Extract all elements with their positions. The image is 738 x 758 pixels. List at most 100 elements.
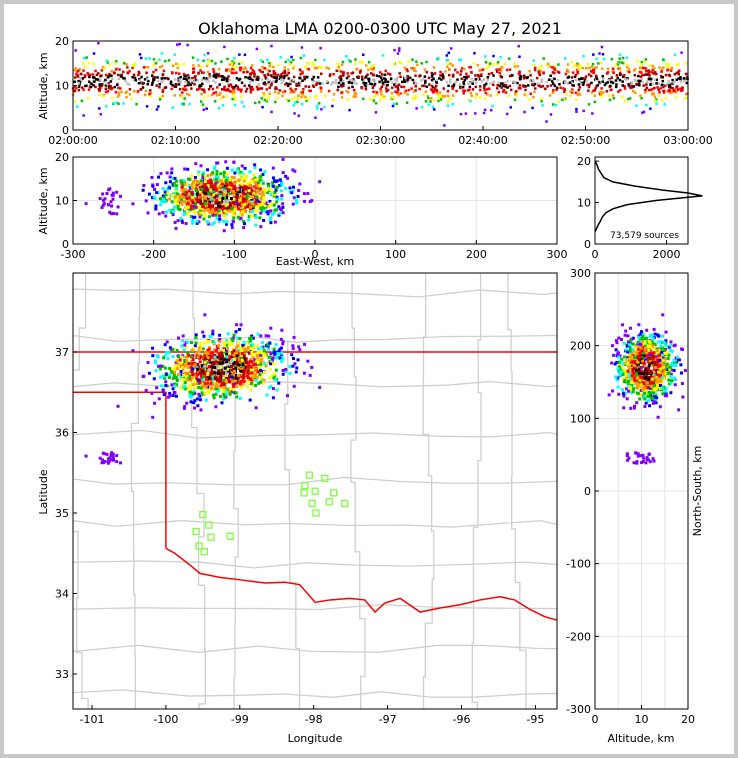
source-pixel [111, 191, 115, 195]
source-pixel [239, 379, 243, 383]
source-pixel [414, 95, 418, 98]
source-pixel [272, 362, 276, 366]
source-pixel [677, 70, 680, 74]
source-pixel [291, 189, 295, 193]
source-pixel [360, 86, 364, 90]
source-pixel [255, 205, 259, 209]
source-pixel [194, 336, 198, 340]
source-pixel [240, 203, 244, 207]
source-pixel [182, 364, 186, 368]
source-pixel [201, 371, 205, 375]
source-pixel [585, 79, 588, 83]
source-pixel [311, 78, 314, 81]
source-pixel [569, 94, 572, 98]
hist-y-tick-label: 0 [584, 238, 591, 251]
source-pixel [184, 88, 188, 91]
source-pixel [399, 75, 402, 79]
source-pixel [200, 88, 204, 91]
source-pixel [632, 387, 636, 391]
source-pixel [278, 347, 282, 351]
source-pixel [193, 192, 197, 196]
source-pixel [107, 85, 111, 88]
source-pixel [469, 71, 473, 74]
source-pixel [151, 196, 155, 200]
source-pixel [218, 376, 222, 380]
source-pixel [316, 107, 319, 110]
source-pixel [674, 96, 678, 99]
source-pixel [447, 84, 450, 88]
source-pixel [214, 210, 218, 214]
source-pixel [468, 88, 471, 92]
source-pixel [257, 381, 261, 385]
source-pixel [363, 83, 367, 87]
source-pixel [608, 98, 612, 102]
source-pixel [225, 94, 229, 98]
source-pixel [104, 78, 107, 82]
source-pixel [247, 360, 251, 364]
source-pixel [203, 188, 207, 192]
source-pixel [293, 112, 296, 115]
source-pixel [630, 81, 634, 85]
source-pixel [158, 98, 162, 101]
source-pixel [278, 89, 281, 92]
source-pixel [112, 71, 116, 74]
source-pixel [245, 371, 249, 375]
source-pixel [563, 81, 567, 84]
county-boundary [190, 273, 206, 709]
source-pixel [253, 193, 257, 197]
source-pixel [296, 97, 300, 101]
source-pixel [268, 218, 272, 222]
source-pixel [108, 459, 112, 463]
source-pixel [666, 356, 670, 360]
source-pixel [207, 368, 211, 372]
source-pixel [185, 78, 189, 82]
source-pixel [279, 75, 282, 78]
source-pixel [244, 362, 248, 366]
source-pixel [224, 222, 228, 226]
source-pixel [621, 56, 625, 60]
source-pixel [593, 94, 597, 97]
source-pixel [201, 103, 205, 106]
source-pixel [518, 77, 522, 81]
source-pixel [236, 215, 240, 219]
source-pixel [357, 75, 360, 79]
source-pixel [612, 96, 616, 100]
source-pixel [482, 78, 486, 81]
source-pixel [459, 86, 462, 90]
source-pixel [191, 358, 195, 362]
source-pixel [651, 82, 655, 86]
source-pixel [273, 71, 277, 75]
source-pixel [185, 378, 189, 382]
source-pixel [418, 75, 421, 78]
source-pixel [645, 328, 649, 332]
source-pixel [168, 394, 172, 398]
source-pixel [500, 86, 503, 89]
source-pixel [621, 323, 625, 327]
source-pixel [222, 378, 226, 382]
source-pixel [472, 62, 476, 65]
source-pixel [241, 61, 244, 64]
source-pixel [194, 78, 198, 82]
source-pixel [222, 350, 226, 354]
source-pixel [110, 74, 113, 77]
source-pixel [157, 105, 160, 108]
source-pixel [154, 204, 158, 208]
source-pixel [642, 66, 645, 70]
source-pixel [229, 387, 233, 391]
source-pixel [100, 84, 104, 87]
source-pixel [184, 345, 188, 349]
source-pixel [262, 370, 266, 374]
source-pixel [230, 375, 234, 379]
source-pixel [178, 208, 182, 212]
source-pixel [412, 79, 416, 82]
source-pixel [667, 63, 671, 66]
source-pixel [384, 69, 387, 73]
source-pixel [462, 92, 465, 95]
source-pixel [200, 364, 204, 368]
source-pixel [235, 380, 239, 384]
source-pixel [260, 78, 264, 81]
source-pixel [187, 196, 191, 200]
source-pixel [635, 364, 639, 368]
